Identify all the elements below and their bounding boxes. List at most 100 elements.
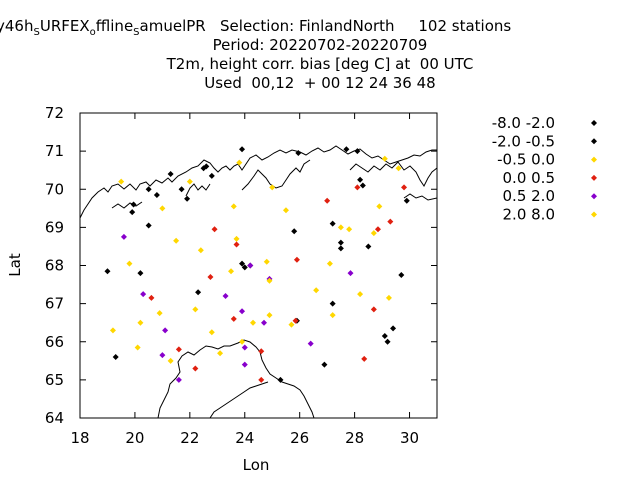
data-point-series-0: [291, 228, 298, 235]
y-tick-label: 72: [45, 104, 64, 122]
data-point-series-2: [197, 247, 204, 254]
data-point-series-3: [354, 184, 361, 191]
data-point-series-2: [269, 184, 276, 191]
data-point-series-3: [148, 294, 155, 301]
data-point-series-2: [156, 310, 163, 317]
data-point-series-2: [337, 224, 344, 231]
data-point-series-0: [208, 172, 215, 179]
data-point-series-0: [277, 376, 284, 383]
data-point-series-0: [145, 222, 152, 229]
data-point-series-4: [241, 344, 248, 351]
data-point-series-3: [387, 218, 394, 225]
title-line-1: y46hSURFEXofflineSamuelPR Selection: Fin…: [0, 17, 512, 38]
data-point-series-3: [207, 273, 214, 280]
legend-label: -0.5 0.0: [497, 151, 555, 169]
legend: -8.0 -2.0-2.0 -0.5-0.5 0.00.0 0.50.5 2.0…: [492, 114, 597, 224]
x-tick-label: 18: [70, 429, 89, 447]
data-point-series-5: [266, 277, 273, 284]
data-point-series-2: [395, 165, 402, 172]
y-tick-label: 69: [45, 218, 64, 236]
data-point-series-0: [357, 176, 364, 183]
legend-marker: [591, 193, 597, 200]
legend-label: 0.0 0.5: [503, 169, 555, 187]
x-tick-label: 24: [235, 429, 254, 447]
data-point-series-3: [175, 346, 182, 353]
data-point-series-3: [211, 226, 218, 233]
title-line-3: T2m, height corr. bias [deg C] at 00 UTC: [166, 55, 474, 73]
data-point-series-4: [175, 376, 182, 383]
data-point-series-3: [258, 376, 265, 383]
x-tick-label: 26: [290, 429, 309, 447]
data-point-series-4: [347, 270, 354, 277]
data-point-series-4: [140, 291, 147, 298]
legend-marker: [591, 156, 597, 163]
data-point-series-3: [401, 184, 408, 191]
data-point-series-3: [374, 226, 381, 233]
data-point-series-2: [217, 350, 224, 357]
y-tick-label: 70: [45, 180, 64, 198]
data-point-series-4: [307, 340, 314, 347]
y-tick-label: 64: [45, 409, 64, 427]
legend-label: 0.5 2.0: [503, 187, 555, 205]
data-point-series-3: [230, 315, 237, 322]
data-point-series-2: [357, 291, 364, 298]
data-point-series-4: [247, 262, 254, 269]
data-point-series-4: [159, 352, 166, 359]
data-point-series-3: [361, 355, 368, 362]
data-point-series-0: [403, 197, 410, 204]
data-point-series-0: [239, 146, 246, 153]
data-point-series-2: [313, 287, 320, 294]
data-point-series-2: [126, 260, 133, 267]
x-tick-label: 22: [180, 429, 199, 447]
data-point-series-2: [288, 321, 295, 328]
data-point-series-0: [178, 186, 185, 193]
y-tick-label: 71: [45, 142, 64, 160]
legend-label: -2.0 -0.5: [492, 132, 555, 150]
data-point-series-2: [239, 338, 246, 345]
data-point-series-0: [337, 239, 344, 246]
legend-label: -8.0 -2.0: [492, 114, 555, 132]
data-point-series-1: [203, 163, 210, 170]
data-point-series-2: [346, 226, 353, 233]
legend-marker: [591, 120, 597, 126]
data-point-series-2: [173, 237, 180, 244]
data-point-series-2: [236, 159, 243, 166]
data-point-series-2: [370, 230, 377, 237]
data-point-series-2: [282, 207, 289, 214]
data-point-series-4: [241, 361, 248, 368]
data-point-series-2: [118, 178, 125, 185]
y-axis: 64 65 66 67 68 69 70 71 72: [45, 104, 437, 427]
data-point-series-3: [292, 317, 299, 324]
data-point-series-4: [162, 327, 169, 334]
legend-marker: [591, 211, 597, 218]
data-point-series-4: [222, 293, 229, 299]
data-point-series-3: [233, 241, 240, 248]
data-point-series-2: [266, 312, 273, 319]
coastline-map: [80, 145, 437, 418]
data-point-series-0: [321, 361, 328, 368]
data-point-series-0: [365, 243, 372, 250]
y-tick-label: 66: [45, 333, 64, 351]
data-point-series-0: [295, 150, 302, 157]
legend-marker: [591, 138, 597, 145]
data-point-series-1: [145, 186, 152, 193]
x-tick-label: 30: [400, 429, 419, 447]
data-point-series-2: [228, 268, 235, 275]
y-tick-label: 68: [45, 257, 64, 275]
data-point-series-0: [398, 272, 405, 279]
data-point-series-1: [343, 146, 350, 153]
data-point-series-0: [167, 171, 174, 177]
data-point-series-2: [263, 258, 270, 265]
data-point-series-1: [184, 195, 191, 202]
y-tick-label: 65: [45, 371, 64, 389]
data-point-series-0: [354, 148, 361, 155]
data-point-series-2: [109, 327, 116, 334]
data-point-series-2: [326, 260, 333, 267]
chart-title: y46hSURFEXofflineSamuelPR Selection: Fin…: [0, 17, 640, 93]
data-point-series-2: [186, 178, 193, 185]
data-point-series-0: [329, 300, 336, 307]
data-point-series-4: [120, 233, 127, 240]
legend-label: 2.0 8.0: [503, 206, 555, 224]
data-point-series-2: [137, 319, 144, 326]
